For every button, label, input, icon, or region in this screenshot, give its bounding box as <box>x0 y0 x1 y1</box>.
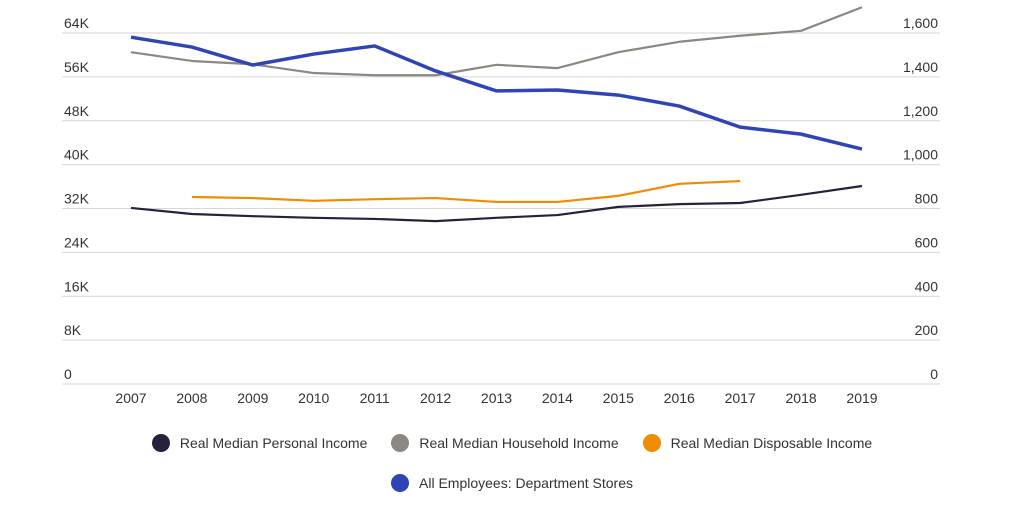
series-line-0 <box>130 184 863 223</box>
x-tick-label: 2018 <box>786 390 817 406</box>
x-tick-label: 2015 <box>603 390 634 406</box>
legend-item-personal-income: Real Median Personal Income <box>151 434 368 452</box>
legend-row-1: Real Median Personal Income Real Median … <box>0 434 1024 452</box>
y-right-tick-label: 600 <box>915 234 939 250</box>
legend-item-household-income: Real Median Household Income <box>391 434 619 452</box>
y-left-tick-label: 48K <box>64 103 90 119</box>
y-right-tick-label: 0 <box>930 366 938 382</box>
y-left-tick-label: 56K <box>64 59 90 75</box>
x-tick-label: 2008 <box>176 390 207 406</box>
y-left-tick-label: 24K <box>64 234 90 250</box>
x-tick-label: 2007 <box>115 390 146 406</box>
legend-row-2: All Employees: Department Stores <box>0 474 1024 492</box>
legend-label: All Employees: Department Stores <box>419 475 633 491</box>
x-tick-label: 2017 <box>725 390 756 406</box>
series-line-3 <box>130 35 863 151</box>
legend-label: Real Median Disposable Income <box>670 435 873 451</box>
y-right-tick-label: 1,000 <box>903 147 938 163</box>
x-tick-label: 2011 <box>360 390 390 406</box>
y-left-tick-label: 40K <box>64 147 90 163</box>
y-left-tick-label: 32K <box>64 191 90 207</box>
x-tick-label: 2013 <box>481 390 512 406</box>
y-right-tick-label: 1,400 <box>903 59 938 75</box>
series-line-2 <box>191 179 741 204</box>
x-tick-label: 2012 <box>420 390 451 406</box>
y-right-tick-label: 200 <box>915 322 939 338</box>
legend-item-department-stores: All Employees: Department Stores <box>391 474 633 492</box>
legend-dot <box>151 434 170 452</box>
x-tick-label: 2010 <box>298 390 329 406</box>
legend-dot <box>642 434 661 452</box>
legend-item-disposable-income: Real Median Disposable Income <box>642 434 873 452</box>
y-left-tick-label: 0 <box>64 366 72 382</box>
x-tick-label: 2016 <box>664 390 695 406</box>
legend-dot <box>391 434 410 452</box>
legend-label: Real Median Personal Income <box>179 435 368 451</box>
line-chart: 0 0 8K 200 16K 400 24K 600 32K 800 40K 1,000 48K 1,20… <box>62 6 940 406</box>
y-right-tick-label: 1,200 <box>903 103 938 119</box>
y-right-tick-label: 1,600 <box>903 15 938 31</box>
y-left-tick-label: 8K <box>64 322 82 338</box>
legend-dot <box>391 474 409 492</box>
x-tick-label: 2019 <box>846 390 877 406</box>
legend-label: Real Median Household Income <box>419 435 619 451</box>
y-right-tick-label: 400 <box>915 278 939 294</box>
series-line-1 <box>130 6 863 77</box>
y-left-tick-label: 16K <box>64 278 90 294</box>
x-tick-label: 2014 <box>542 390 573 406</box>
y-left-tick-label: 64K <box>64 15 90 31</box>
y-right-tick-label: 800 <box>915 191 939 207</box>
x-tick-label: 2009 <box>237 390 268 406</box>
